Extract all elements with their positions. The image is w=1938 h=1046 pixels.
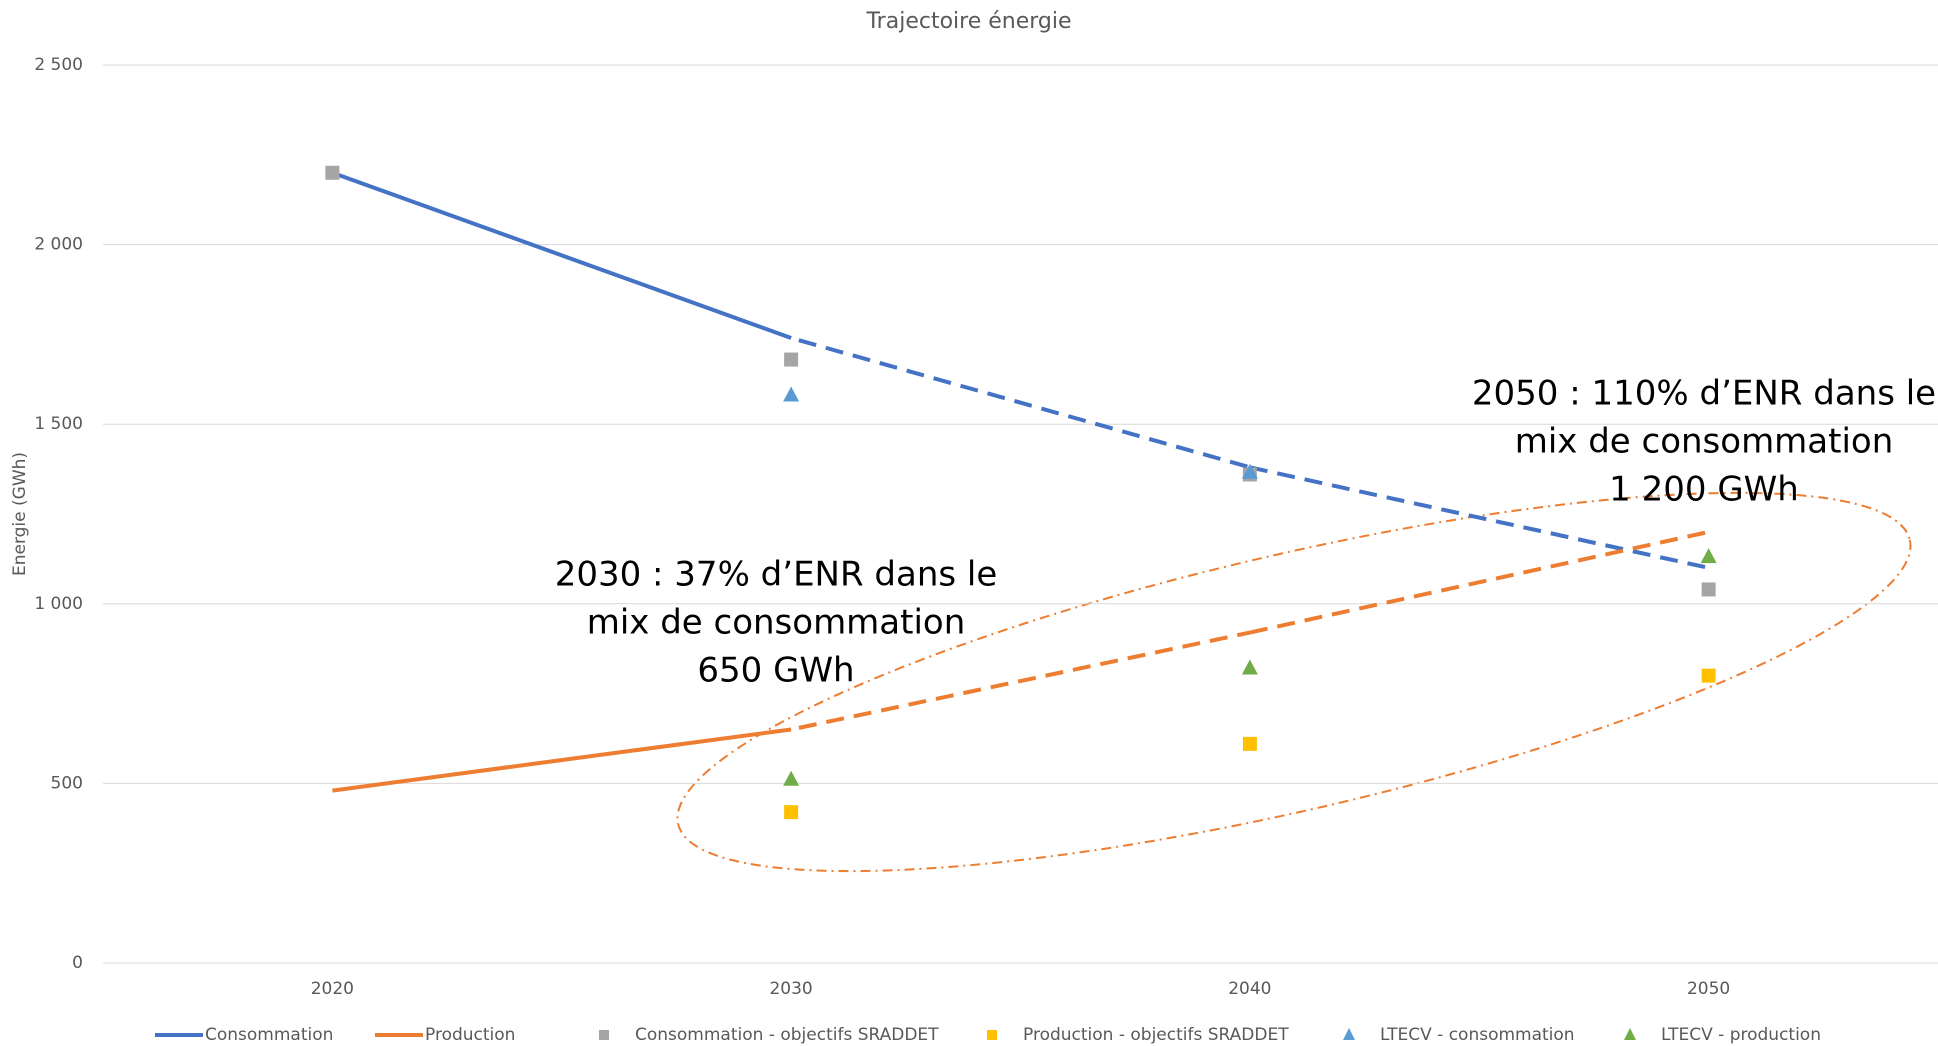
- x-tick-label: 2050: [1687, 979, 1730, 999]
- y-tick-label: 2 000: [34, 235, 83, 255]
- square-marker: [1701, 668, 1716, 683]
- y-tick-label: 2 500: [34, 55, 83, 75]
- legend-label: Consommation: [205, 1025, 333, 1045]
- y-tick-label: 500: [51, 773, 83, 793]
- square-marker: [784, 805, 799, 820]
- chart-title: Trajectoire énergie: [865, 9, 1071, 34]
- triangle-marker: [783, 386, 800, 402]
- square-marker: [325, 165, 340, 180]
- annotation: mix de consommation: [1515, 422, 1894, 462]
- legend-label: Production: [425, 1025, 515, 1045]
- annotation: 2030 : 37% d’ENR dans le: [555, 555, 998, 595]
- square-marker: [1242, 736, 1257, 751]
- square-marker: [1701, 582, 1716, 597]
- line-dashed: [1249, 530, 1710, 635]
- y-axis-label: Energie (GWh): [10, 452, 30, 576]
- x-tick-label: 2020: [311, 979, 354, 999]
- y-tick-label: 1 500: [34, 414, 83, 434]
- legend-swatch: [987, 1030, 997, 1040]
- annotation: 650 GWh: [697, 651, 854, 691]
- line-solid: [332, 727, 792, 793]
- y-tick-label: 1 000: [34, 594, 83, 614]
- line-dashed-link: [790, 336, 1251, 470]
- legend-swatch: [1624, 1028, 1636, 1040]
- legend-label: LTECV - consommation: [1380, 1025, 1575, 1045]
- annotation: 1 200 GWh: [1609, 470, 1799, 510]
- legend-swatch: [599, 1030, 609, 1040]
- x-tick-label: 2040: [1228, 979, 1271, 999]
- x-tick-label: 2030: [769, 979, 812, 999]
- square-marker: [784, 352, 799, 367]
- triangle-marker: [1241, 463, 1258, 479]
- triangle-marker: [1700, 548, 1717, 564]
- triangle-marker: [1241, 659, 1258, 675]
- triangle-marker: [783, 770, 800, 786]
- annotation: 2050 : 110% d’ENR dans le: [1472, 374, 1936, 414]
- line-dashed-link: [790, 630, 1251, 732]
- y-tick-label: 0: [72, 953, 83, 973]
- line-solid: [331, 170, 792, 340]
- line-dashed: [1249, 465, 1710, 570]
- legend-label: Consommation - objectifs SRADDET: [635, 1025, 939, 1045]
- legend-label: Production - objectifs SRADDET: [1023, 1025, 1289, 1045]
- legend-swatch: [1343, 1028, 1355, 1040]
- highlight-ellipse: [676, 491, 1912, 873]
- legend-label: LTECV - production: [1661, 1025, 1821, 1045]
- annotation: mix de consommation: [587, 603, 966, 643]
